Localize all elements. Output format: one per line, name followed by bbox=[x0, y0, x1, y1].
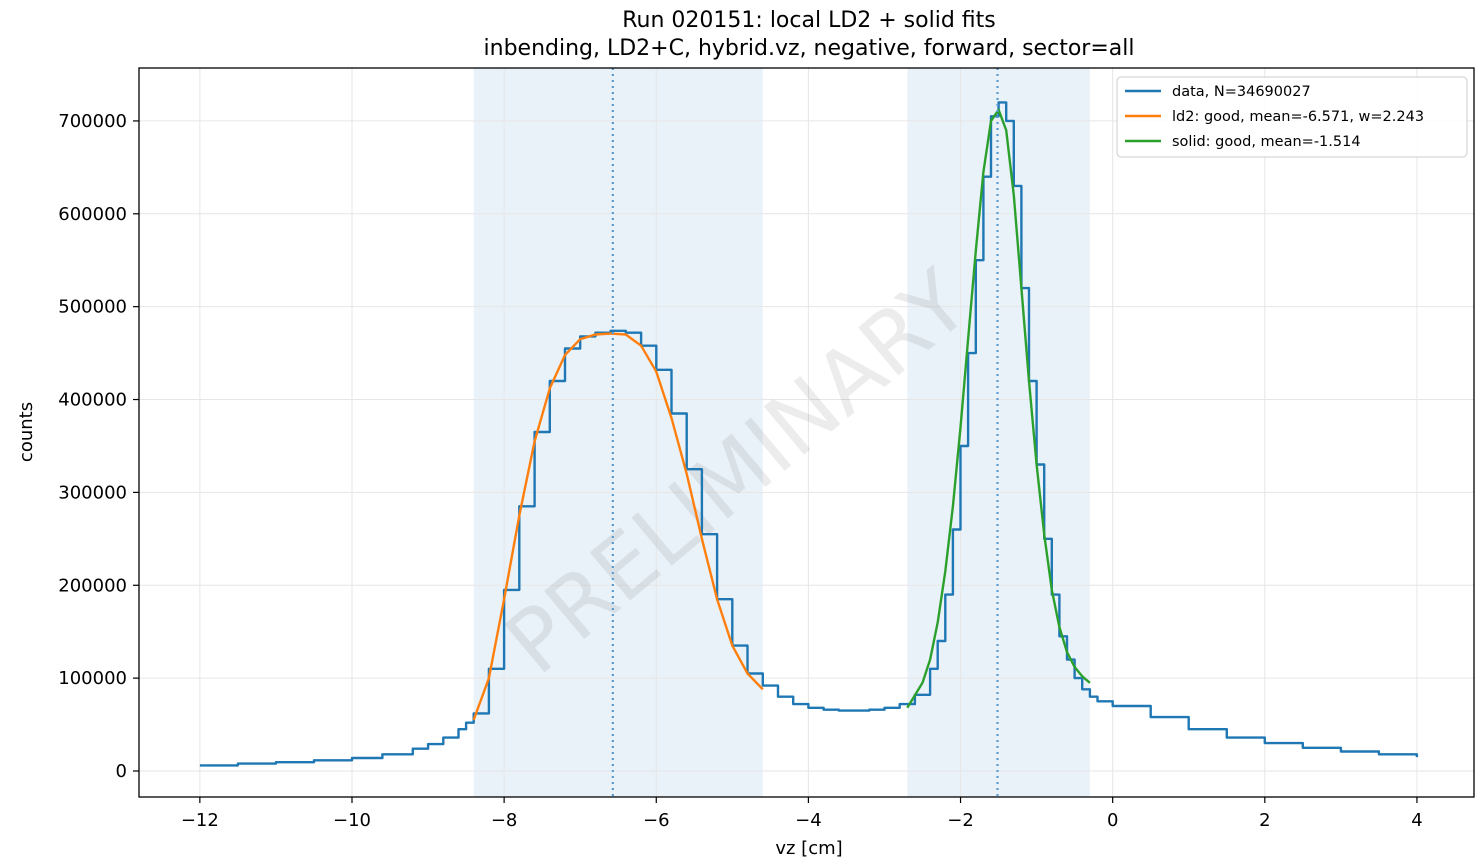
y-tick-label: 200000 bbox=[58, 575, 127, 596]
legend-label-1: ld2: good, mean=-6.571, w=2.243 bbox=[1172, 109, 1424, 125]
x-tick-label: 2 bbox=[1259, 810, 1270, 831]
fit-region-0 bbox=[473, 68, 763, 797]
x-tick-label: 0 bbox=[1107, 810, 1118, 831]
plot-border bbox=[138, 67, 1475, 798]
chart-title: Run 020151: local LD2 + solid fits bbox=[622, 8, 995, 33]
x-tick-label: −12 bbox=[181, 810, 219, 831]
x-tick-label: −10 bbox=[333, 810, 371, 831]
y-tick-label: 0 bbox=[116, 761, 127, 782]
x-tick-label: −8 bbox=[491, 810, 518, 831]
y-tick-label: 600000 bbox=[58, 204, 127, 225]
x-tick-label: −2 bbox=[947, 810, 974, 831]
x-tick-label: −4 bbox=[795, 810, 822, 831]
legend: data, N=34690027 ld2: good, mean=-6.571, … bbox=[1116, 76, 1468, 158]
y-tick-label: 300000 bbox=[58, 482, 127, 503]
series-layer bbox=[199, 68, 1419, 797]
y-tick-label: 500000 bbox=[58, 297, 127, 318]
x-tick-label: −6 bbox=[643, 810, 670, 831]
y-axis-label: counts bbox=[16, 402, 37, 462]
legend-label-0: data, N=34690027 bbox=[1172, 84, 1311, 100]
legend-box bbox=[1116, 76, 1468, 158]
series-line-1 bbox=[472, 332, 764, 721]
y-tick-label: 100000 bbox=[58, 668, 127, 689]
y-tick-label: 400000 bbox=[58, 390, 127, 411]
chart-subtitle: inbending, LD2+C, hybrid.vz, negative, f… bbox=[484, 36, 1135, 61]
plot-frame bbox=[138, 67, 1475, 798]
x-axis-label: vz [cm] bbox=[775, 838, 842, 858]
x-tick-label: 4 bbox=[1411, 810, 1422, 831]
y-tick-label: 700000 bbox=[58, 111, 127, 132]
legend-label-2: solid: good, mean=-1.514 bbox=[1172, 134, 1361, 150]
axis-ticks: −12 −10 −8 −6 −4 −2 0 2 4 0 100000 200000 300000 4000… bbox=[58, 111, 1422, 831]
series-line-2 bbox=[906, 108, 1091, 709]
